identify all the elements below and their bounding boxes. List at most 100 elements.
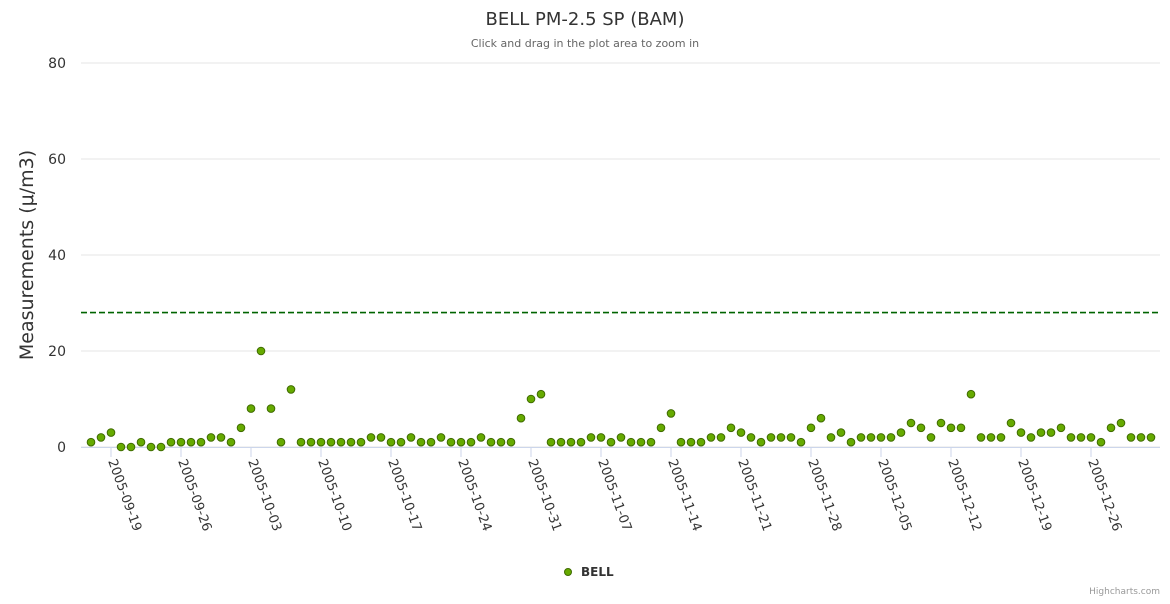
data-point[interactable] <box>1006 418 1016 428</box>
data-point[interactable] <box>126 442 136 452</box>
data-point[interactable] <box>306 437 316 447</box>
data-point[interactable] <box>776 433 786 442</box>
data-point[interactable] <box>316 437 326 447</box>
data-point[interactable] <box>106 428 116 437</box>
data-point[interactable] <box>146 442 156 452</box>
data-point[interactable] <box>1016 428 1026 437</box>
data-point[interactable] <box>466 437 476 447</box>
data-point[interactable] <box>626 437 636 447</box>
data-point[interactable] <box>926 433 936 442</box>
data-point[interactable] <box>836 428 846 437</box>
data-point[interactable] <box>416 437 426 447</box>
data-point[interactable] <box>736 428 746 437</box>
legend-item-bell[interactable]: BELL <box>581 565 614 579</box>
data-point[interactable] <box>526 394 536 404</box>
data-point[interactable] <box>556 437 566 447</box>
data-point[interactable] <box>586 433 596 442</box>
data-point[interactable] <box>596 433 606 442</box>
data-point[interactable] <box>1056 423 1066 433</box>
data-point[interactable] <box>396 437 406 447</box>
data-point[interactable] <box>986 433 996 442</box>
data-point[interactable] <box>446 437 456 447</box>
data-point[interactable] <box>86 437 96 447</box>
data-point[interactable] <box>326 437 336 447</box>
data-point[interactable] <box>726 423 736 433</box>
credits-link[interactable]: Highcharts.com <box>1089 587 1160 597</box>
data-point[interactable] <box>816 413 826 423</box>
data-point[interactable] <box>656 423 666 433</box>
data-point[interactable] <box>746 433 756 442</box>
data-point[interactable] <box>206 433 216 442</box>
data-point[interactable] <box>506 437 516 447</box>
data-point[interactable] <box>486 437 496 447</box>
data-point[interactable] <box>706 433 716 442</box>
data-point[interactable] <box>426 437 436 447</box>
data-point[interactable] <box>216 433 226 442</box>
data-point[interactable] <box>866 433 876 442</box>
data-point[interactable] <box>1146 433 1156 442</box>
data-point[interactable] <box>546 437 556 447</box>
data-point[interactable] <box>766 433 776 442</box>
data-point[interactable] <box>1036 428 1046 437</box>
data-point[interactable] <box>516 413 526 423</box>
data-point[interactable] <box>956 423 966 433</box>
data-point[interactable] <box>246 404 256 413</box>
data-point[interactable] <box>286 385 296 394</box>
data-point[interactable] <box>376 433 386 442</box>
data-point[interactable] <box>756 437 766 447</box>
data-point[interactable] <box>136 437 146 447</box>
data-point[interactable] <box>796 437 806 447</box>
data-point[interactable] <box>186 437 196 447</box>
data-point[interactable] <box>366 433 376 442</box>
data-point[interactable] <box>476 433 486 442</box>
data-point[interactable] <box>616 433 626 442</box>
data-point[interactable] <box>406 433 416 442</box>
data-point[interactable] <box>1136 433 1146 442</box>
data-point[interactable] <box>166 437 176 447</box>
data-point[interactable] <box>386 437 396 447</box>
data-point[interactable] <box>806 423 816 433</box>
data-point[interactable] <box>906 418 916 428</box>
data-point[interactable] <box>1026 433 1036 442</box>
data-point[interactable] <box>886 433 896 442</box>
data-points[interactable] <box>86 346 1156 452</box>
data-point[interactable] <box>276 437 286 447</box>
data-point[interactable] <box>856 433 866 442</box>
data-point[interactable] <box>336 437 346 447</box>
data-point[interactable] <box>1106 423 1116 433</box>
data-point[interactable] <box>696 437 706 447</box>
data-point[interactable] <box>1066 433 1076 442</box>
data-point[interactable] <box>846 437 856 447</box>
data-point[interactable] <box>196 437 206 447</box>
data-point[interactable] <box>236 423 246 433</box>
data-point[interactable] <box>226 437 236 447</box>
data-point[interactable] <box>96 433 106 442</box>
data-point[interactable] <box>636 437 646 447</box>
data-point[interactable] <box>436 433 446 442</box>
data-point[interactable] <box>536 389 546 399</box>
data-point[interactable] <box>116 442 126 452</box>
data-point[interactable] <box>896 428 906 437</box>
data-point[interactable] <box>976 433 986 442</box>
data-point[interactable] <box>606 437 616 447</box>
data-point[interactable] <box>1076 433 1086 442</box>
data-point[interactable] <box>936 418 946 428</box>
data-point[interactable] <box>946 423 956 433</box>
data-point[interactable] <box>1086 433 1096 442</box>
data-point[interactable] <box>1126 433 1136 442</box>
data-point[interactable] <box>256 346 266 356</box>
data-point[interactable] <box>996 433 1006 442</box>
data-point[interactable] <box>686 437 696 447</box>
data-point[interactable] <box>676 437 686 447</box>
data-point[interactable] <box>646 437 656 447</box>
data-point[interactable] <box>666 409 676 418</box>
data-point[interactable] <box>356 437 366 447</box>
data-point[interactable] <box>1116 418 1126 428</box>
data-point[interactable] <box>176 437 186 447</box>
data-point[interactable] <box>496 437 506 447</box>
data-point[interactable] <box>1096 437 1106 447</box>
data-point[interactable] <box>156 442 166 452</box>
data-point[interactable] <box>916 423 926 433</box>
